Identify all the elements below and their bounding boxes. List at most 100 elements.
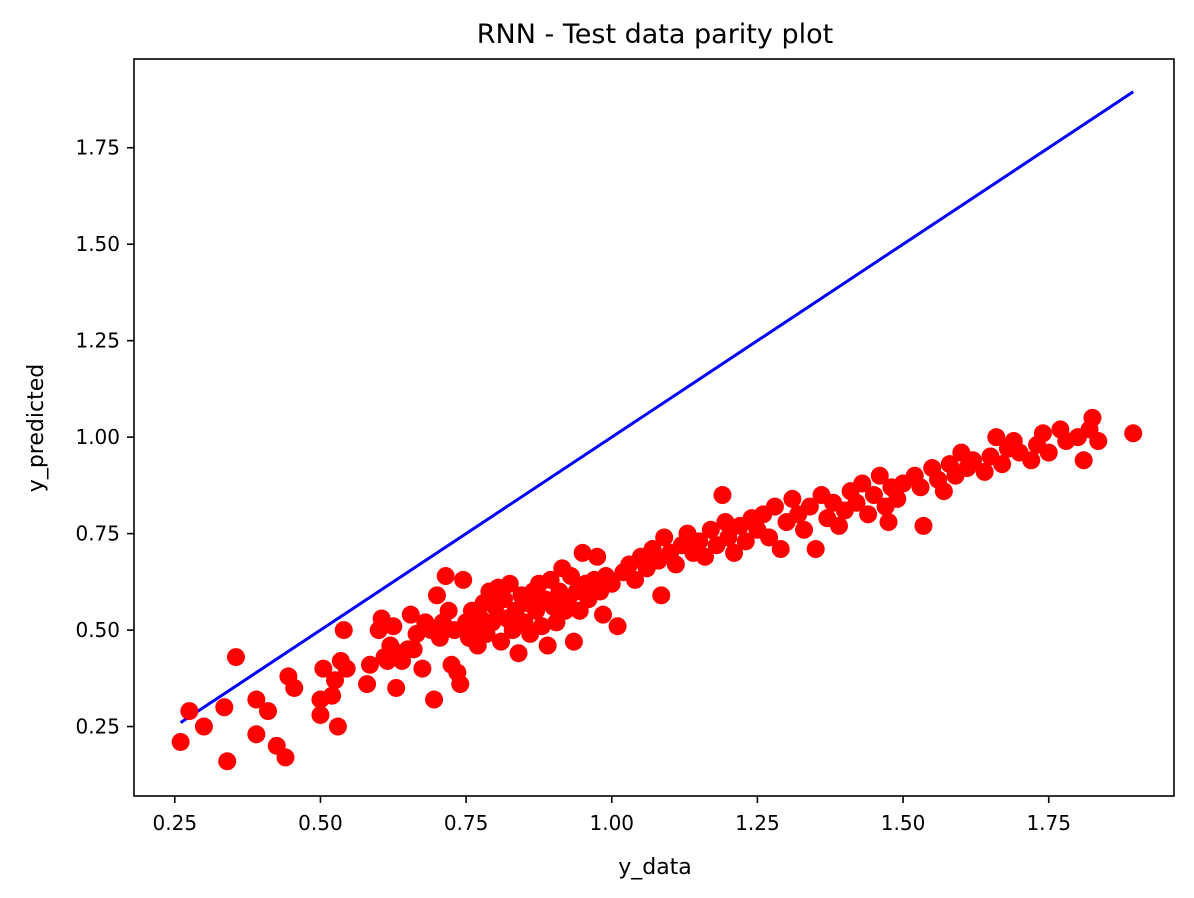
scatter-point (608, 617, 627, 636)
scatter-point (987, 428, 1006, 447)
scatter-point (1083, 408, 1102, 427)
y-tick-label: 0.50 (75, 618, 120, 642)
scatter-point (870, 466, 889, 485)
scatter-point (963, 451, 982, 470)
scatter-point (326, 671, 345, 690)
scatter-point (1089, 432, 1108, 451)
scatter-point (337, 659, 356, 678)
scatter-point (701, 520, 720, 539)
scatter-point (247, 725, 266, 744)
scatter-point (538, 636, 557, 655)
y-tick-label: 0.25 (75, 715, 120, 739)
y-tick-label: 1.75 (75, 136, 120, 160)
scatter-point (573, 543, 592, 562)
scatter-point (1074, 451, 1093, 470)
scatter-point (425, 690, 444, 709)
scatter-point (218, 752, 237, 771)
scatter-point (500, 574, 519, 593)
scatter-point (864, 486, 883, 505)
axes-frame (133, 58, 1175, 797)
y-tick-label: 0.75 (75, 522, 120, 546)
y-axis-label: y_predicted (24, 364, 49, 492)
scatter-point (771, 540, 790, 559)
x-tick-label: 0.25 (153, 811, 198, 835)
scatter-point (171, 732, 190, 751)
scatter-point (311, 705, 330, 724)
scatter-point (483, 613, 502, 632)
scatter-point (716, 513, 735, 532)
scatter-point (427, 586, 446, 605)
parity-line (179, 90, 1135, 724)
scatter-point (859, 505, 878, 524)
scatter-point (328, 717, 347, 736)
scatter-point (725, 543, 744, 562)
scatter-point (259, 702, 278, 721)
scatter-point (194, 717, 213, 736)
scatter-point (451, 675, 470, 694)
scatter-point (180, 702, 199, 721)
scatter-point (247, 690, 266, 709)
scatter-point (626, 570, 645, 589)
scatter-point (454, 570, 473, 589)
scatter-point (879, 513, 898, 532)
scatter-point (934, 482, 953, 501)
y-tick-label: 1.25 (75, 329, 120, 353)
scatter-point (360, 655, 379, 674)
axes: 0.25 0.50 0.75 1.00 1.25 1.50 1.75 0.25 0.50 0.75… (75, 58, 1175, 835)
scatter-point (594, 605, 613, 624)
scatter-point (1022, 451, 1041, 470)
x-tick-label: 0.75 (444, 811, 489, 835)
scatter-point (690, 532, 709, 551)
scatter-point (430, 628, 449, 647)
scatter-point (323, 686, 342, 705)
plot-area (171, 90, 1143, 771)
scatter-point (334, 621, 353, 640)
scatter-point (713, 486, 732, 505)
scatter-point (695, 547, 714, 566)
scatter-point (847, 493, 866, 512)
scatter-point (226, 648, 245, 667)
scatter-point (401, 605, 420, 624)
scatter-point (564, 632, 583, 651)
scatter-point (436, 567, 455, 586)
x-tick-label: 1.00 (589, 811, 634, 835)
scatter-point (602, 574, 621, 593)
scatter-point (736, 532, 755, 551)
scatter-point (509, 644, 528, 663)
x-tick-label: 0.50 (298, 811, 343, 835)
scatter-point (795, 520, 814, 539)
scatter-point (588, 547, 607, 566)
scatter-point (975, 462, 994, 481)
scatter-point (993, 455, 1012, 474)
scatter-point (492, 632, 511, 651)
scatter-point (358, 675, 377, 694)
x-tick-label: 1.25 (735, 811, 780, 835)
scatter-point (760, 528, 779, 547)
x-tick-label: 1.75 (1026, 811, 1071, 835)
scatter-point (853, 474, 872, 493)
scatter-point (215, 698, 234, 717)
scatter-point (439, 601, 458, 620)
scatter-point (829, 516, 848, 535)
scatter-point (652, 586, 671, 605)
scatter-point (765, 497, 784, 516)
scatter-point (911, 478, 930, 497)
chart-title: RNN - Test data parity plot (477, 19, 833, 50)
scatter-point (666, 555, 685, 574)
scatter-point (276, 748, 295, 767)
scatter-point (800, 497, 819, 516)
scatter-point (1124, 424, 1143, 443)
y-tick-label: 1.50 (75, 232, 120, 256)
scatter-point (655, 528, 674, 547)
scatter-point (532, 617, 551, 636)
x-tick-label: 1.50 (881, 811, 926, 835)
scatter-point (783, 489, 802, 508)
scatter-point (561, 567, 580, 586)
y-tick-label: 1.00 (75, 425, 120, 449)
scatter-point (1039, 443, 1058, 462)
scatter-point (914, 516, 933, 535)
scatter-point (314, 659, 333, 678)
scatter-point (806, 540, 825, 559)
scatter-point (888, 489, 907, 508)
